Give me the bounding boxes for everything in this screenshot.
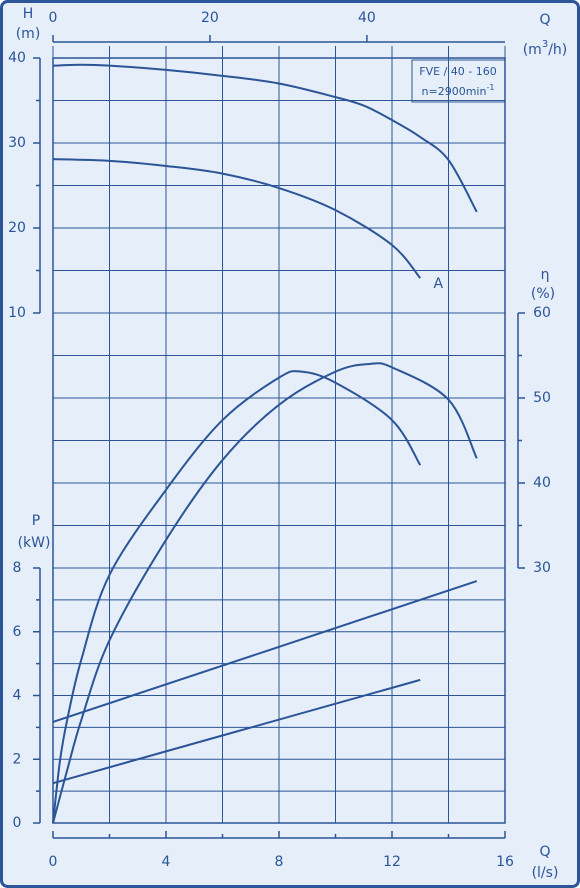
tick-label: 20: [8, 220, 26, 236]
tick-label: 40: [8, 50, 26, 66]
x2-axis-label: Q: [539, 12, 550, 28]
chart-title: FVE / 40 - 160: [419, 65, 496, 78]
curve: [52, 370, 422, 824]
chart-subtitle: n=2900min-1: [422, 83, 495, 99]
tick-label: 4: [162, 854, 171, 870]
x2-unit-after: /h): [548, 42, 567, 58]
curve: [52, 678, 421, 785]
tick-label: 20: [201, 10, 219, 26]
tick-label: 8: [13, 560, 22, 576]
curve: [52, 362, 478, 824]
curve: [52, 580, 478, 723]
x2-unit-before: (m: [523, 42, 542, 58]
tick-label: 50: [533, 390, 551, 406]
tick-label: 30: [8, 135, 26, 151]
plot-frame: [52, 57, 506, 824]
tick-label: 0: [49, 854, 58, 870]
curve: [52, 158, 422, 279]
x2-unit-sup: 3: [542, 39, 548, 50]
y3-axis-unit: (kW): [18, 535, 51, 551]
x-axis-label: Q: [539, 844, 550, 860]
tick-label: 2: [13, 751, 22, 767]
title-box: [411, 59, 506, 103]
y2-axis-unit: (%): [531, 286, 555, 302]
tick-label: 12: [383, 854, 401, 870]
subtitle-text: n=2900min: [422, 85, 487, 98]
y2-axis-label: η: [541, 267, 550, 283]
y3-axis-label: P: [32, 513, 40, 529]
tick-label: 0: [13, 815, 22, 831]
tick-label: 40: [358, 10, 376, 26]
tick-label: 4: [13, 688, 22, 704]
tick-label: 40: [533, 475, 551, 491]
y-axis-label: H: [23, 6, 34, 22]
y-axis-unit: (m): [16, 26, 41, 42]
x2-axis-unit: (m3/h): [523, 39, 568, 58]
tick-label: 0: [49, 10, 58, 26]
curve: [52, 63, 478, 213]
tick-label: 60: [533, 305, 551, 321]
curve-label: A: [433, 276, 443, 292]
tick-label: 6: [13, 624, 22, 640]
x-axis-unit: (l/s): [532, 865, 559, 881]
tick-label: 16: [496, 854, 514, 870]
tick-label: 30: [533, 560, 551, 576]
subtitle-sup: -1: [486, 83, 494, 92]
tick-label: 10: [8, 305, 26, 321]
tick-label: 8: [275, 854, 284, 870]
